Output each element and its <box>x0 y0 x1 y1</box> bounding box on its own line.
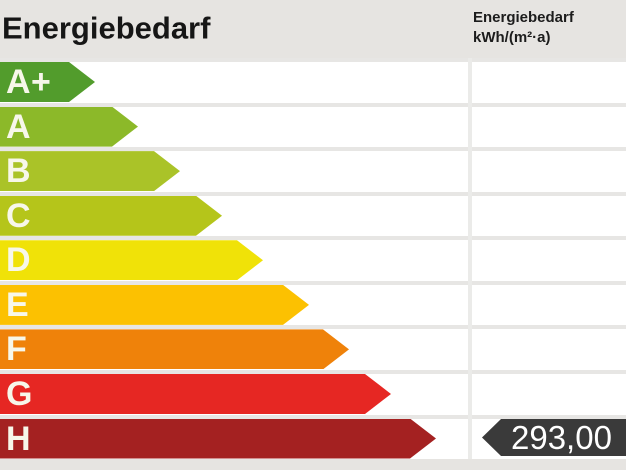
scale-row: A+ <box>0 58 626 103</box>
scale-label: A <box>6 107 32 146</box>
unit-label-line1: Energiebedarf <box>473 9 574 26</box>
footer <box>0 459 626 470</box>
scale-arrow: G <box>0 374 391 414</box>
value-tag: 293,00 <box>482 419 626 456</box>
scale-arrow: H <box>0 419 436 459</box>
scale-arrow: D <box>0 240 263 280</box>
scale-label: H <box>6 419 32 458</box>
scale-label: F <box>6 330 28 369</box>
scale-label: D <box>6 241 32 280</box>
unit-label-line2: kWh/(m²·a) <box>473 29 551 46</box>
scale-label: G <box>6 374 33 413</box>
scale-label: A+ <box>6 63 52 101</box>
unit-label: Energiebedarf kWh/(m²·a) <box>473 8 574 48</box>
scale-arrow: E <box>0 285 309 325</box>
scale-label: B <box>6 152 32 191</box>
scale-row: A <box>0 102 626 148</box>
scale-row: B <box>0 147 626 192</box>
scale-arrow: A+ <box>0 62 95 102</box>
page-title: Energiebedarf <box>2 10 211 46</box>
scale-row: H <box>0 414 626 460</box>
scale-arrow: A <box>0 107 138 147</box>
scale-arrow: B <box>0 151 180 191</box>
scale-label: C <box>6 196 32 235</box>
scale-label: E <box>6 285 30 324</box>
value-text: 293,00 <box>511 418 612 456</box>
scale-row: D <box>0 236 626 281</box>
energy-scale: A+ A B C D E F G <box>0 58 626 459</box>
scale-row: F <box>0 325 626 370</box>
column-divider <box>468 58 472 459</box>
scale-row: E <box>0 280 626 326</box>
scale-row: G <box>0 369 626 415</box>
scale-arrow: C <box>0 196 222 236</box>
header: Energiebedarf Energiebedarf kWh/(m²·a) <box>0 0 626 58</box>
scale-row: C <box>0 191 626 237</box>
scale-arrow: F <box>0 329 349 369</box>
